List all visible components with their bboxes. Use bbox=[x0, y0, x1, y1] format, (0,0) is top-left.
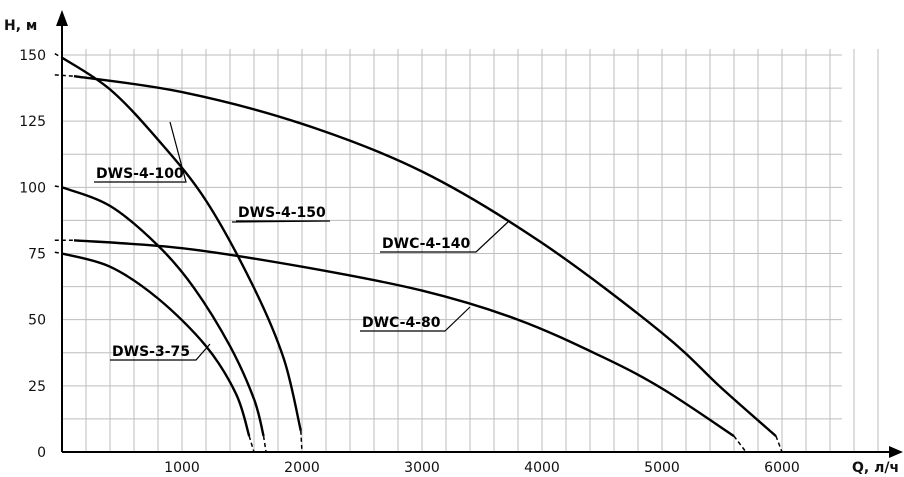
curve-dwc-4-140-dash-end bbox=[775, 435, 783, 453]
y-tick-label: 0 bbox=[37, 445, 46, 461]
x-tick-label: 1000 bbox=[164, 460, 200, 476]
x-tick-label: 4000 bbox=[524, 460, 560, 476]
series-curves bbox=[54, 53, 783, 453]
y-tick-label: 25 bbox=[28, 379, 46, 395]
grid bbox=[62, 49, 879, 452]
y-axis-arrow bbox=[56, 10, 68, 26]
leader-line-dws-4-150 bbox=[231, 220, 331, 223]
curve-dwc-4-80-dash-end bbox=[733, 435, 747, 453]
curve-dws-4-100-dash-end bbox=[262, 435, 267, 453]
curve-dws-4-150-dash-start bbox=[54, 53, 63, 59]
x-tick-label: 3000 bbox=[404, 460, 440, 476]
leader-line-dws-3-75 bbox=[110, 343, 211, 361]
y-tick-label: 125 bbox=[19, 114, 46, 130]
series-label-dwc-4-80: DWC-4-80 bbox=[362, 315, 441, 331]
x-tick-label: 5000 bbox=[644, 460, 680, 476]
x-tick-label: 2000 bbox=[284, 460, 320, 476]
y-tick-label: 75 bbox=[28, 247, 46, 263]
curve-dwc-4-140 bbox=[73, 75, 777, 438]
leader-line-dwc-4-140 bbox=[380, 221, 509, 253]
x-axis-title: Q, л/ч bbox=[852, 460, 899, 476]
x-tick-label: 6000 bbox=[764, 460, 800, 476]
curve-dws-3-75 bbox=[61, 252, 251, 437]
y-tick-label: 150 bbox=[19, 48, 46, 64]
leader-line-dwc-4-80 bbox=[360, 306, 471, 332]
x-axis-arrow bbox=[889, 446, 903, 458]
series-labels: DWS-3-75 DWS-4-100 DWS-4-150 DWC-4-80 DWC-4-… bbox=[94, 121, 509, 361]
curve-dws-4-100 bbox=[61, 186, 265, 437]
y-axis-title: H, м bbox=[4, 18, 37, 34]
y-tick-label: 50 bbox=[28, 313, 46, 329]
curve-dwc-4-80 bbox=[73, 239, 735, 438]
series-label-dws-4-150: DWS-4-150 bbox=[238, 205, 326, 221]
curve-dws-4-100-dash-start bbox=[54, 185, 63, 189]
y-tick-label: 100 bbox=[19, 180, 46, 196]
curve-dwc-4-140-dash-start bbox=[54, 74, 75, 77]
axes: Q, л/ч H, м bbox=[4, 10, 903, 476]
leader-line-dws-4-100 bbox=[94, 121, 187, 183]
series-label-dws-4-100: DWS-4-100 bbox=[96, 166, 184, 182]
curve-dws-3-75-dash-start bbox=[54, 251, 63, 255]
curve-dws-3-75-dash-end bbox=[248, 435, 255, 453]
curve-dws-4-150 bbox=[61, 56, 302, 432]
curve-dws-4-150-dash-end bbox=[300, 430, 303, 453]
series-label-dws-3-75: DWS-3-75 bbox=[112, 344, 190, 360]
tick-labels: 1000 2000 3000 4000 5000 6000 0 25 50 75 100 125 150 bbox=[19, 48, 800, 476]
series-label-dwc-4-140: DWC-4-140 bbox=[382, 236, 471, 252]
